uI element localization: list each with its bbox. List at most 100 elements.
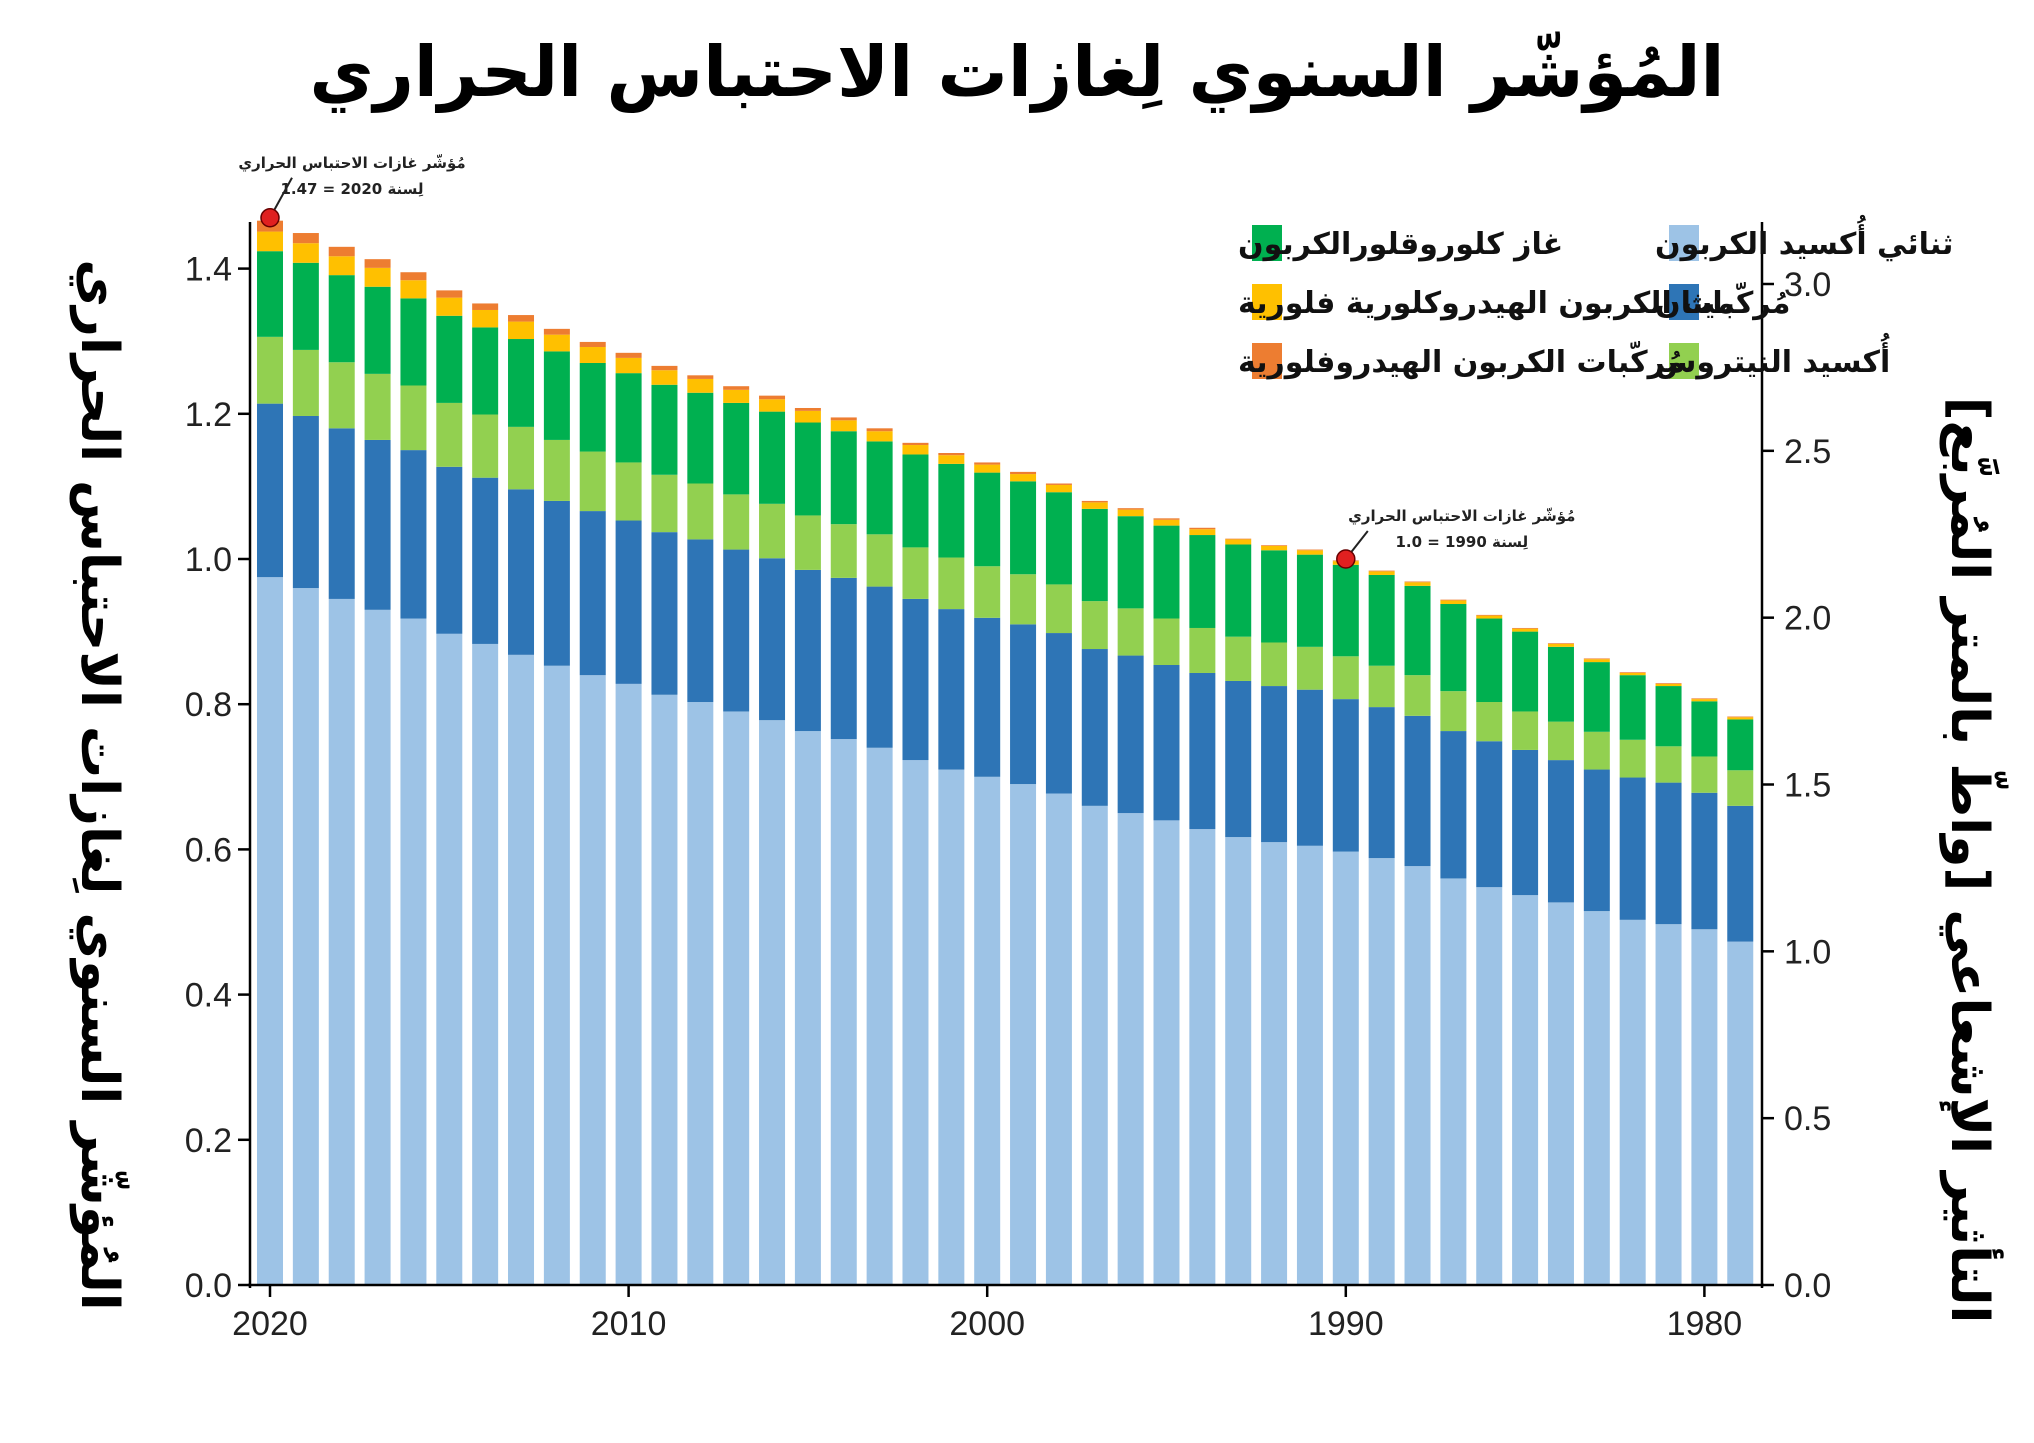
bar-2011-series-4 xyxy=(579,347,606,363)
legend-swatch-left-2 xyxy=(1252,343,1282,379)
bar-2020-series-2 xyxy=(257,336,283,404)
bar-1996-series-4 xyxy=(1117,509,1144,517)
bar-1984-series-3 xyxy=(1547,646,1574,722)
bar-2003-series-2 xyxy=(866,534,893,587)
bar-1997-series-4 xyxy=(1081,502,1108,509)
bar-2017-series-3 xyxy=(364,286,391,374)
bar-1988-series-2 xyxy=(1404,675,1431,716)
bar-2018-series-2 xyxy=(328,362,355,429)
bar-1981-series-0 xyxy=(1655,924,1682,1285)
bar-1991-series-1 xyxy=(1296,689,1323,846)
y-axis-right-title: التأثير الإشعاعي [واطّ بالمتر المُربَّع] xyxy=(1939,397,2008,1324)
bar-2001-series-0 xyxy=(938,769,965,1285)
bar-1979-series-1 xyxy=(1727,805,1754,942)
bar-2013-series-2 xyxy=(508,426,535,490)
bar-2011-series-2 xyxy=(579,451,606,512)
bar-2003-series-1 xyxy=(866,586,893,748)
bar-2001-series-2 xyxy=(938,557,965,610)
bar-1991-series-4 xyxy=(1296,550,1323,555)
legend-label-right-0: ثنائي أُكسيد الكربون xyxy=(1655,214,1953,262)
bar-1984-series-1 xyxy=(1547,760,1574,903)
bar-2009-series-2 xyxy=(651,474,678,533)
bar-1982-series-2 xyxy=(1619,739,1646,778)
bar-1998-series-0 xyxy=(1045,793,1072,1285)
bar-1996-series-1 xyxy=(1117,655,1144,814)
bar-2017-series-0 xyxy=(364,609,391,1285)
bar-2003-series-4 xyxy=(866,431,893,442)
bar-2008-series-1 xyxy=(687,539,714,703)
bar-1986-series-4 xyxy=(1476,615,1503,619)
bar-1993-series-5 xyxy=(1225,538,1252,540)
bar-2008-series-2 xyxy=(687,483,714,540)
bar-2017-series-5 xyxy=(364,259,391,268)
bar-2009-series-1 xyxy=(651,532,678,695)
bar-1982-series-4 xyxy=(1619,672,1646,676)
bar-1987-series-2 xyxy=(1440,691,1467,732)
bar-1987-series-0 xyxy=(1440,878,1467,1285)
bar-2001-series-1 xyxy=(938,609,965,770)
bar-1984-series-5 xyxy=(1547,643,1574,644)
bar-1994-series-4 xyxy=(1189,529,1216,536)
bar-2002-series-5 xyxy=(902,442,929,446)
bar-1989-series-2 xyxy=(1368,665,1395,708)
bar-2020-series-0 xyxy=(257,577,283,1285)
bar-1998-series-1 xyxy=(1045,633,1072,794)
legend-label-right-1: ميثان xyxy=(1655,286,1735,321)
bar-1995-series-3 xyxy=(1153,525,1180,619)
bar-1979-series-5 xyxy=(1727,716,1754,718)
bar-2005-series-0 xyxy=(794,731,821,1285)
bar-2008-series-4 xyxy=(687,378,714,393)
bar-2016-series-4 xyxy=(400,280,427,299)
bar-2010-series-0 xyxy=(615,683,642,1285)
bar-1990-series-3 xyxy=(1332,564,1359,657)
bar-1986-series-5 xyxy=(1476,614,1503,616)
bar-1992-series-4 xyxy=(1261,545,1288,551)
bar-2005-series-2 xyxy=(794,515,821,570)
bar-2019-series-2 xyxy=(292,349,319,416)
bar-2011-series-5 xyxy=(579,341,606,348)
bar-1986-series-2 xyxy=(1476,702,1503,742)
bar-2018-series-5 xyxy=(328,246,355,257)
bar-2013-series-0 xyxy=(508,654,535,1285)
bar-2010-series-4 xyxy=(615,357,642,374)
bar-1992-series-2 xyxy=(1261,642,1288,687)
annotation-marker-2020 xyxy=(260,208,280,228)
bar-1985-series-0 xyxy=(1512,895,1539,1285)
bar-1989-series-0 xyxy=(1368,858,1395,1285)
bar-1984-series-0 xyxy=(1547,902,1574,1285)
bar-1992-series-3 xyxy=(1261,550,1288,643)
annotation-line1-1990: مُؤشّر غازات الاحتباس الحراري xyxy=(1348,507,1575,526)
bar-2014-series-3 xyxy=(472,327,499,415)
bar-2012-series-2 xyxy=(543,439,570,501)
bar-2012-series-1 xyxy=(543,500,570,666)
bar-2002-series-1 xyxy=(902,598,929,761)
bar-2000-series-5 xyxy=(974,462,1001,465)
bar-1994-series-3 xyxy=(1189,535,1216,628)
bar-1991-series-3 xyxy=(1296,554,1323,647)
y-right-tick-label-3.0: 3.0 xyxy=(1784,266,1831,304)
bar-2010-series-3 xyxy=(615,373,642,463)
bar-1994-series-2 xyxy=(1189,627,1216,673)
bar-2015-series-5 xyxy=(436,290,463,298)
bar-1984-series-2 xyxy=(1547,721,1574,761)
bar-1985-series-5 xyxy=(1512,627,1539,629)
bar-2005-series-5 xyxy=(794,407,821,411)
bar-2015-series-0 xyxy=(436,633,463,1285)
bar-2009-series-0 xyxy=(651,694,678,1285)
bar-2004-series-1 xyxy=(830,577,857,740)
bar-1995-series-1 xyxy=(1153,665,1180,821)
bar-1995-series-0 xyxy=(1153,820,1180,1285)
y-tick-label-0.4: 0.4 xyxy=(185,977,232,1015)
bar-2017-series-1 xyxy=(364,439,391,610)
bar-1988-series-4 xyxy=(1404,582,1431,586)
bar-2019-series-5 xyxy=(292,233,319,244)
bar-1997-series-3 xyxy=(1081,508,1108,602)
bar-1980-series-1 xyxy=(1691,792,1718,930)
bar-1994-series-1 xyxy=(1189,672,1216,830)
annotation-line2-2020: لِسنة 2020 = 1.47 xyxy=(280,180,423,198)
bar-1991-series-5 xyxy=(1296,549,1323,551)
bar-2011-series-3 xyxy=(579,362,606,452)
bar-2006-series-2 xyxy=(759,503,786,559)
x-tick-label-2010: 2010 xyxy=(591,1305,667,1343)
